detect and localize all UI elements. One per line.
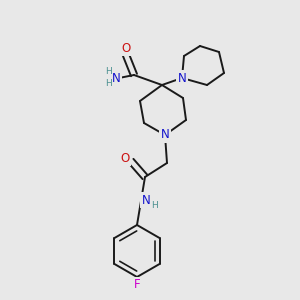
Text: N: N	[142, 194, 150, 206]
Text: H: H	[106, 68, 112, 76]
Text: N: N	[178, 71, 186, 85]
Text: N: N	[112, 71, 120, 85]
Text: H: H	[106, 80, 112, 88]
Text: F: F	[134, 278, 140, 292]
Text: H: H	[152, 200, 158, 209]
Text: O: O	[122, 41, 130, 55]
Text: O: O	[120, 152, 130, 164]
Text: N: N	[160, 128, 169, 142]
